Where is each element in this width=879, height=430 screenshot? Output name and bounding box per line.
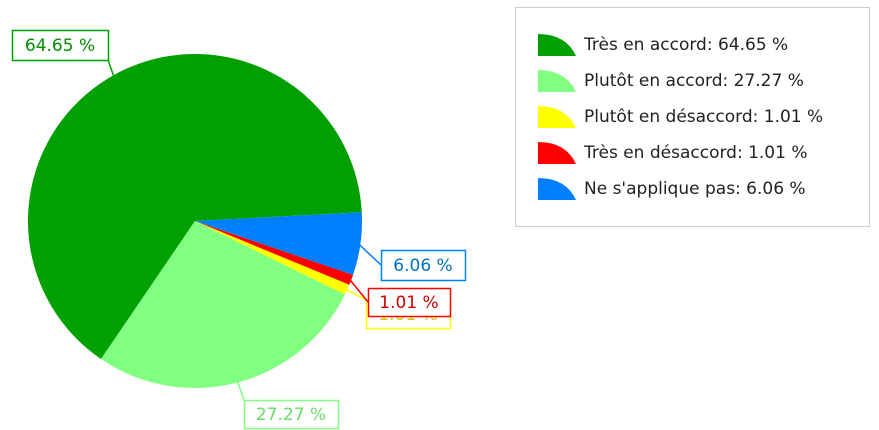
data-label-box [380, 249, 467, 282]
pie-slice [27, 53, 362, 360]
legend-label: Plutôt en désaccord: 1.01 % [584, 107, 823, 127]
legend-swatch [538, 34, 576, 56]
legend-swatch [538, 142, 576, 164]
data-label: 1.01 % [379, 293, 438, 313]
data-label: 6.06 % [393, 256, 452, 276]
data-label: 64.65 % [25, 36, 95, 56]
legend-label: Très en désaccord: 1.01 % [583, 143, 808, 163]
legend-swatch [538, 106, 576, 128]
data-label-box [243, 399, 340, 430]
leader-line [357, 243, 382, 266]
leader-line [345, 288, 367, 301]
leader-line [236, 380, 245, 401]
legend-label: Très en accord: 64.65 % [583, 35, 788, 55]
data-label-box [11, 29, 110, 62]
legend-swatch [538, 70, 576, 92]
pie-slice [100, 221, 345, 388]
leader-line [348, 278, 369, 303]
legend-label: Ne s'applique pas: 6.06 % [584, 179, 806, 199]
pie-slice [195, 221, 354, 285]
leader-line [107, 59, 115, 78]
data-label-box [367, 287, 452, 318]
legend-box [515, 7, 870, 227]
pie-slice [195, 212, 362, 275]
pie-slice [195, 221, 350, 295]
legend-swatch [538, 178, 576, 200]
data-label: 27.27 % [256, 405, 326, 425]
legend-label: Plutôt en accord: 27.27 % [584, 71, 804, 91]
